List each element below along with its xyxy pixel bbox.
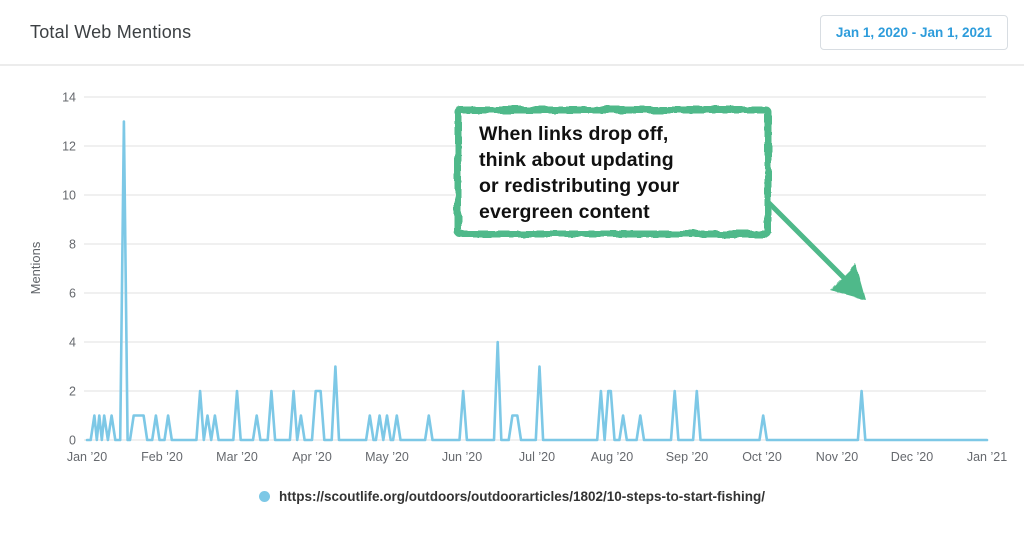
svg-text:14: 14 [62,91,76,105]
svg-text:Jan ’20: Jan ’20 [67,450,107,464]
svg-text:0: 0 [69,434,76,448]
svg-text:6: 6 [69,287,76,301]
report-header: Total Web Mentions Jan 1, 2020 - Jan 1, … [0,0,1024,66]
page-title: Total Web Mentions [30,21,192,42]
legend-series-dot-icon [258,491,270,502]
svg-text:Dec ’20: Dec ’20 [891,450,933,464]
chart-legend: https://scoutlife.org/outdoors/outdoorar… [0,489,1024,504]
annotation-box-border [454,106,772,238]
svg-text:Jul ’20: Jul ’20 [519,450,555,464]
svg-text:Mentions: Mentions [28,241,43,294]
svg-text:Nov ’20: Nov ’20 [816,450,858,464]
annotation-line-2: think about updating [479,149,674,171]
svg-text:Jan ’21: Jan ’21 [967,450,1007,464]
annotation-line-3: or redistributing your [479,175,680,197]
svg-text:Aug ’20: Aug ’20 [591,450,633,464]
date-range-button[interactable]: Jan 1, 2020 - Jan 1, 2021 [819,14,1008,50]
svg-text:May ’20: May ’20 [365,450,409,464]
svg-text:Feb ’20: Feb ’20 [141,450,183,464]
legend-item[interactable]: https://scoutlife.org/outdoors/outdoorar… [258,489,766,504]
annotation-arrow-shaft [766,200,846,280]
svg-text:4: 4 [69,336,76,350]
x-axis-tick-labels: Jan ’20 Feb ’20 Mar ’20 Apr ’20 May ’20 Jun ’… [67,450,1007,464]
y-axis-tick-labels: 0 2 4 6 8 10 12 14 [62,91,76,448]
annotation-line-1: When links drop off, [479,123,669,145]
annotation-text: When links drop off, think about updatin… [479,121,679,225]
svg-text:10: 10 [62,189,76,203]
svg-text:Oct ’20: Oct ’20 [742,450,782,464]
annotation-line-4: evergreen content [479,201,650,223]
y-axis-title: Mentions [28,241,43,294]
annotation-arrow-head [830,264,866,300]
svg-text:8: 8 [69,238,76,252]
svg-text:12: 12 [62,140,76,154]
svg-text:Sep ’20: Sep ’20 [666,450,708,464]
legend-series-label: https://scoutlife.org/outdoors/outdoorar… [278,489,766,504]
svg-text:Jun ’20: Jun ’20 [442,450,482,464]
svg-text:Mar ’20: Mar ’20 [216,450,258,464]
svg-text:Apr ’20: Apr ’20 [292,450,332,464]
annotation-callout-drawing [454,106,866,300]
svg-text:2: 2 [69,385,76,399]
mentions-series-line[interactable] [85,120,989,442]
